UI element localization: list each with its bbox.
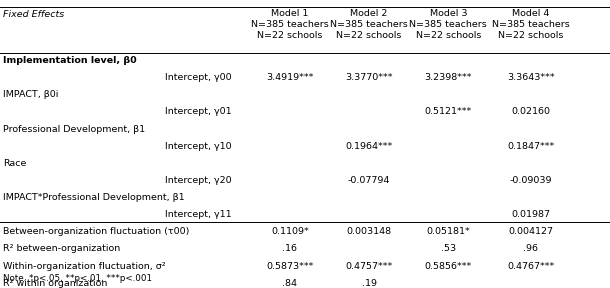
Text: 3.2398***: 3.2398*** [425, 73, 472, 82]
Text: 0.02160: 0.02160 [511, 107, 550, 116]
Text: R² between-organization: R² between-organization [3, 245, 120, 253]
Text: .19: .19 [362, 279, 376, 288]
Text: Intercept, γ11: Intercept, γ11 [165, 210, 232, 219]
Text: 0.1847***: 0.1847*** [507, 142, 554, 151]
Text: IMPACT*Professional Development, β1: IMPACT*Professional Development, β1 [3, 193, 185, 202]
Text: 0.5856***: 0.5856*** [425, 262, 472, 271]
Text: Intercept, γ00: Intercept, γ00 [165, 73, 232, 82]
Text: 0.5121***: 0.5121*** [425, 107, 472, 116]
Text: .84: .84 [282, 279, 297, 288]
Text: 3.3770***: 3.3770*** [345, 73, 393, 82]
Text: 0.01987: 0.01987 [511, 210, 550, 219]
Text: 3.3643***: 3.3643*** [507, 73, 554, 82]
Text: 0.05181*: 0.05181* [426, 227, 470, 236]
Text: -0.07794: -0.07794 [348, 176, 390, 185]
Text: IMPACT, β0i: IMPACT, β0i [3, 90, 59, 99]
Text: Intercept, γ20: Intercept, γ20 [165, 176, 232, 185]
Text: Professional Development, β1: Professional Development, β1 [3, 124, 145, 134]
Text: 0.4767***: 0.4767*** [507, 262, 554, 271]
Text: 0.004127: 0.004127 [508, 227, 553, 236]
Text: -0.09039: -0.09039 [509, 176, 552, 185]
Text: Intercept, γ10: Intercept, γ10 [165, 142, 232, 151]
Text: .16: .16 [282, 245, 297, 253]
Text: Race: Race [3, 159, 26, 168]
Text: 0.5873***: 0.5873*** [266, 262, 314, 271]
Text: .53: .53 [441, 245, 456, 253]
Text: 0.003148: 0.003148 [346, 227, 392, 236]
Text: R² within organization: R² within organization [3, 279, 107, 288]
Text: Model 1
N=385 teachers
N=22 schools: Model 1 N=385 teachers N=22 schools [251, 9, 329, 40]
Text: 3.4919***: 3.4919*** [266, 73, 314, 82]
Text: Model 4
N=385 teachers
N=22 schools: Model 4 N=385 teachers N=22 schools [492, 9, 570, 40]
Text: .96: .96 [523, 245, 538, 253]
Text: Note. *p<.05, **p<.01, ***p<.001: Note. *p<.05, **p<.01, ***p<.001 [3, 274, 152, 283]
Text: Within-organization fluctuation, σ²: Within-organization fluctuation, σ² [3, 262, 166, 271]
Text: Between-organization fluctuation (τ00): Between-organization fluctuation (τ00) [3, 227, 190, 236]
Text: 0.1109*: 0.1109* [271, 227, 309, 236]
Text: Intercept, γ01: Intercept, γ01 [165, 107, 232, 116]
Text: Fixed Effects: Fixed Effects [3, 10, 64, 19]
Text: Model 3
N=385 teachers
N=22 schools: Model 3 N=385 teachers N=22 schools [409, 9, 487, 40]
Text: 0.4757***: 0.4757*** [345, 262, 393, 271]
Text: Implementation level, β0: Implementation level, β0 [3, 56, 137, 65]
Text: 0.1964***: 0.1964*** [345, 142, 393, 151]
Text: Model 2
N=385 teachers
N=22 schools: Model 2 N=385 teachers N=22 schools [330, 9, 408, 40]
